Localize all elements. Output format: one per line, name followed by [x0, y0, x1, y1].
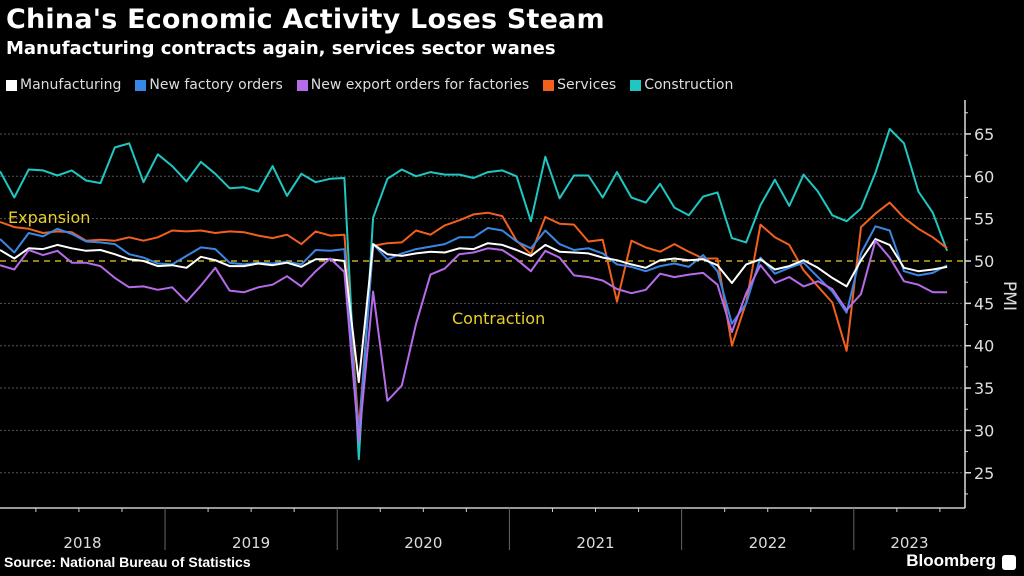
- x-axis: 2018 2019 2020 2021 2022 2023: [0, 507, 965, 552]
- legend-item-new-export-orders[interactable]: New export orders for factories: [296, 77, 530, 93]
- series-line-new-factory-orders: [0, 225, 948, 438]
- legend: Manufacturing New factory orders New exp…: [6, 77, 733, 93]
- legend-label: Manufacturing: [20, 77, 122, 93]
- series-lines: [0, 127, 949, 461]
- bloomberg-chart-icon: [1002, 555, 1016, 570]
- gridlines: [0, 133, 963, 474]
- series-line-services: [0, 201, 948, 431]
- x-year-label: 2021: [576, 534, 614, 552]
- y-tick-label: 55: [974, 210, 994, 229]
- y-tick-label: 45: [974, 294, 994, 313]
- y-tick-label: 50: [974, 252, 994, 271]
- legend-item-manufacturing[interactable]: Manufacturing: [6, 77, 121, 93]
- x-year-label: 2018: [63, 534, 101, 552]
- legend-label: Construction: [644, 77, 734, 93]
- legend-item-services[interactable]: Services: [543, 77, 616, 93]
- legend-swatch: [296, 79, 308, 91]
- y-axis: 25 30 35 40 45 50 55 60 65: [964, 100, 994, 508]
- x-year-label: 2022: [749, 534, 787, 552]
- x-year-label: 2019: [232, 534, 270, 552]
- legend-label: New factory orders: [149, 77, 283, 93]
- legend-item-new-factory-orders[interactable]: New factory orders: [135, 77, 283, 93]
- annotation-expansion: Expansion: [8, 208, 90, 227]
- legend-label: New export orders for factories: [310, 77, 530, 93]
- series-line-construction: [0, 127, 949, 461]
- legend-swatch: [630, 79, 642, 91]
- legend-swatch: [543, 79, 555, 91]
- series-line-manufacturing: [0, 238, 948, 384]
- series-line-new-export-orders-for-factories: [0, 239, 948, 443]
- x-year-label: 2023: [890, 534, 928, 552]
- y-tick-label: 65: [974, 125, 994, 144]
- y-tick-label: 25: [974, 464, 994, 483]
- chart-title: China's Economic Activity Loses Steam: [6, 4, 605, 35]
- y-tick-label: 40: [974, 337, 994, 356]
- annotation-contraction: Contraction: [452, 309, 545, 328]
- y-tick-label: 30: [974, 421, 994, 440]
- legend-swatch: [135, 79, 147, 91]
- bloomberg-logo: Bloomberg: [906, 551, 996, 570]
- source-note: Source: National Bureau of Statistics: [4, 554, 251, 570]
- legend-item-construction[interactable]: Construction: [630, 77, 733, 93]
- legend-label: Services: [557, 77, 617, 93]
- legend-swatch: [6, 79, 17, 91]
- y-tick-label: 60: [974, 167, 994, 186]
- y-axis-title: PMI: [999, 281, 1019, 311]
- chart-subtitle: Manufacturing contracts again, services …: [6, 38, 556, 59]
- y-tick-label: 35: [974, 379, 994, 398]
- x-year-label: 2020: [404, 534, 442, 552]
